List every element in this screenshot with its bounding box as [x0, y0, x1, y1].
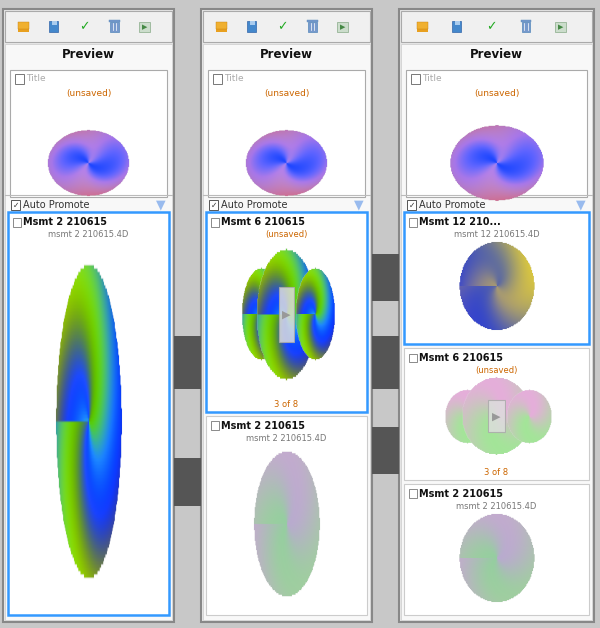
Bar [406, 70, 587, 197]
FancyBboxPatch shape [18, 24, 29, 31]
Bar [209, 200, 218, 210]
Text: ✓: ✓ [79, 20, 89, 33]
Bar [201, 9, 372, 622]
Bar [213, 74, 222, 84]
Bar [203, 44, 370, 620]
Bar [372, 254, 399, 301]
Bar [455, 21, 460, 24]
Text: ▶: ▶ [558, 24, 563, 30]
Bar [409, 218, 417, 227]
Text: ▼: ▼ [576, 198, 586, 212]
Text: (unsaved): (unsaved) [264, 89, 309, 97]
Text: Msmt 2 210615: Msmt 2 210615 [23, 217, 107, 227]
Text: ✓: ✓ [13, 200, 19, 210]
Text: Msmt 12 210...: Msmt 12 210... [419, 217, 500, 227]
Text: ✓: ✓ [211, 200, 217, 210]
Bar [452, 21, 461, 33]
Text: ✓: ✓ [486, 20, 497, 33]
Bar [372, 336, 399, 389]
FancyBboxPatch shape [18, 22, 29, 29]
Text: Preview: Preview [62, 48, 115, 62]
Text: msmt 2 210615.4D: msmt 2 210615.4D [247, 434, 326, 443]
Text: ▶: ▶ [340, 24, 346, 30]
Bar [521, 21, 532, 23]
Text: 3 of 8: 3 of 8 [484, 468, 509, 477]
Bar [5, 11, 172, 42]
Bar [109, 21, 120, 23]
Bar [211, 218, 219, 227]
Bar [401, 11, 592, 42]
FancyBboxPatch shape [216, 22, 227, 29]
Bar [250, 21, 255, 24]
Bar [211, 421, 219, 430]
Bar [206, 416, 367, 615]
Bar [522, 22, 530, 31]
Text: (unsaved): (unsaved) [66, 89, 111, 97]
Bar [411, 74, 420, 84]
Text: Msmt 6 210615: Msmt 6 210615 [419, 353, 503, 363]
Bar [11, 200, 20, 210]
Bar [3, 9, 174, 622]
Bar [208, 70, 365, 197]
Bar [404, 484, 589, 615]
Text: 3 of 8: 3 of 8 [274, 401, 299, 409]
Bar [15, 74, 24, 84]
Text: Title: Title [26, 74, 46, 84]
Bar [404, 348, 589, 480]
Bar [404, 212, 589, 344]
Text: Title: Title [224, 74, 244, 84]
Bar [401, 44, 592, 620]
Text: Preview: Preview [470, 48, 523, 62]
FancyBboxPatch shape [337, 22, 348, 31]
Bar [8, 212, 169, 615]
Bar [372, 427, 399, 474]
Text: (unsaved): (unsaved) [475, 366, 518, 375]
Bar [52, 21, 57, 24]
Text: msmt 12 210615.4D: msmt 12 210615.4D [454, 230, 539, 239]
Bar [307, 21, 318, 23]
Text: ✓: ✓ [277, 20, 287, 33]
FancyBboxPatch shape [139, 22, 150, 31]
Text: (unsaved): (unsaved) [474, 89, 519, 97]
Text: (unsaved): (unsaved) [265, 230, 308, 239]
Bar [10, 70, 167, 197]
Text: ▼: ▼ [354, 198, 364, 212]
Bar [409, 354, 417, 362]
FancyBboxPatch shape [417, 22, 428, 29]
Bar [308, 22, 317, 31]
Text: ▼: ▼ [156, 198, 166, 212]
Text: ▶: ▶ [142, 24, 148, 30]
Bar [13, 218, 21, 227]
Bar [174, 336, 201, 389]
Text: Msmt 2 210615: Msmt 2 210615 [419, 489, 503, 499]
Bar [206, 212, 367, 412]
FancyBboxPatch shape [216, 24, 227, 31]
Bar [174, 458, 201, 506]
Text: msmt 2 210615.4D: msmt 2 210615.4D [457, 502, 536, 511]
Text: Auto Promote: Auto Promote [419, 200, 486, 210]
Text: Auto Promote: Auto Promote [221, 200, 288, 210]
Text: Title: Title [422, 74, 442, 84]
Bar [407, 200, 416, 210]
Bar [203, 11, 370, 42]
Bar [409, 489, 417, 498]
FancyBboxPatch shape [417, 24, 428, 31]
Bar [399, 9, 594, 622]
Bar [49, 21, 58, 33]
Text: Msmt 2 210615: Msmt 2 210615 [221, 421, 305, 431]
Text: msmt 2 210615.4D: msmt 2 210615.4D [49, 230, 128, 239]
Text: ✓: ✓ [409, 200, 415, 210]
Bar [110, 22, 119, 31]
Bar [5, 44, 172, 620]
Text: Auto Promote: Auto Promote [23, 200, 90, 210]
Text: Msmt 6 210615: Msmt 6 210615 [221, 217, 305, 227]
Bar [247, 21, 256, 33]
FancyBboxPatch shape [556, 22, 566, 31]
Text: Preview: Preview [260, 48, 313, 62]
